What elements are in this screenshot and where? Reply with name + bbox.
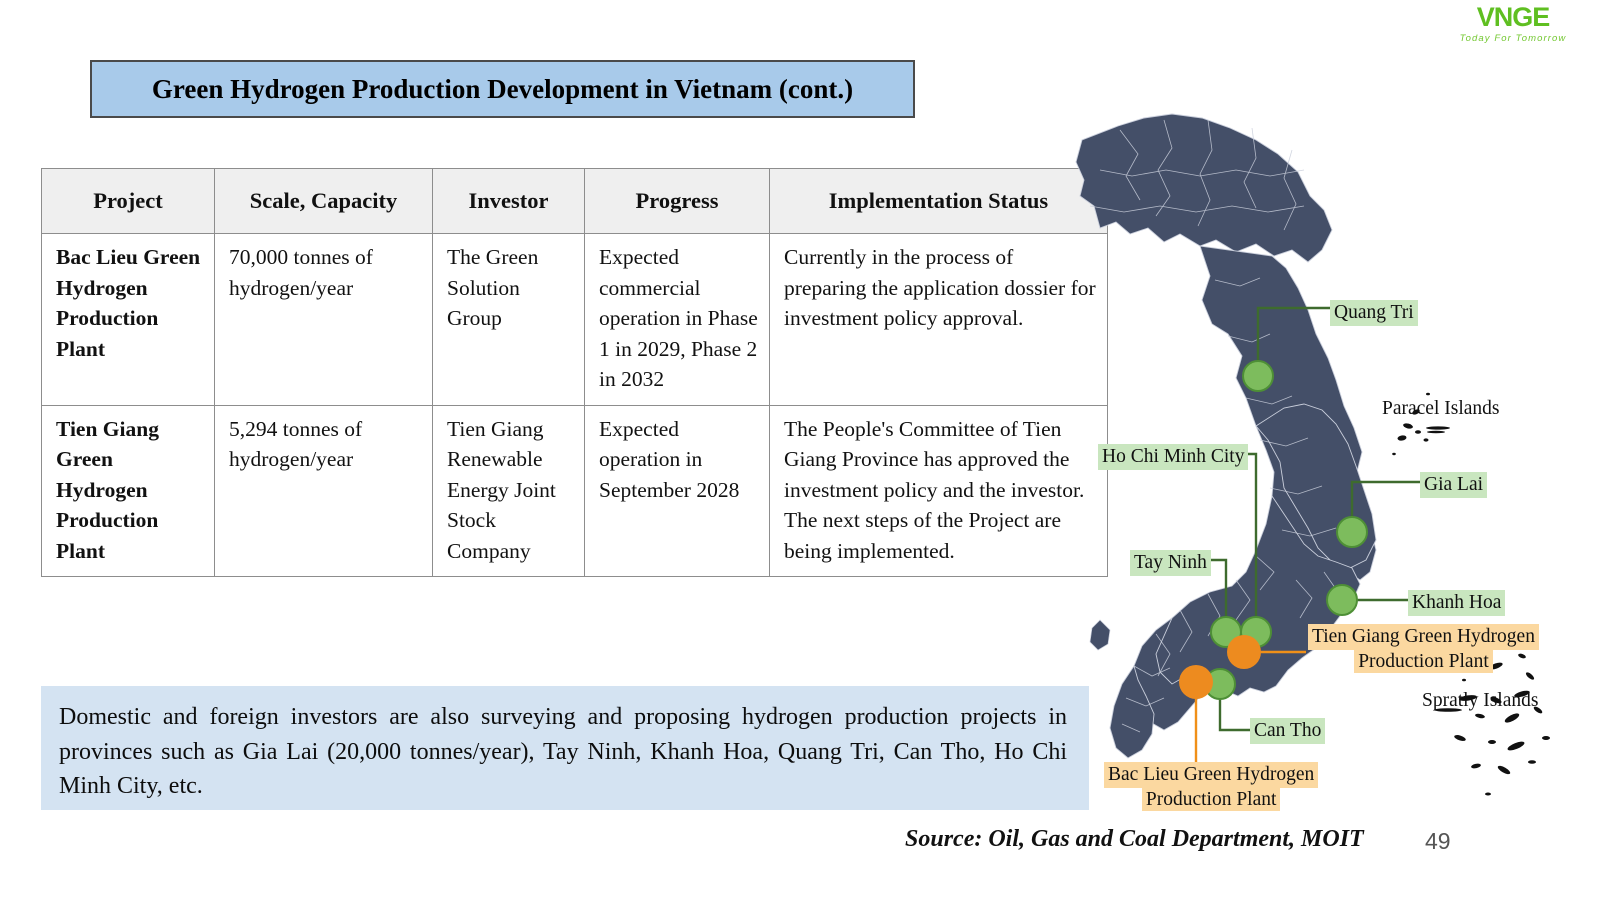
marker-gia-lai (1336, 516, 1368, 548)
map-label-spratly-islands: Spratly Islands (1422, 690, 1539, 711)
source-note: Source: Oil, Gas and Coal Department, MO… (905, 826, 1364, 852)
ca-mau-tip (1109, 664, 1155, 759)
column-header-status: Implementation Status (769, 168, 1108, 234)
cell-status: The People's Committee of Tien Giang Pro… (769, 404, 1108, 578)
logo-tagline: Today For Tomorrow (1459, 33, 1567, 44)
paracel-islands-shape (1392, 392, 1450, 456)
province-borders (1089, 119, 1339, 733)
summary-callout-box: Domestic and foreign investors are also … (41, 686, 1089, 810)
map-label-tien-giang-line1: Tien Giang Green Hydrogen (1308, 624, 1539, 651)
map-label-tien-giang-plant: Tien Giang Green Hydrogen Production Pla… (1308, 624, 1539, 675)
mekong-delta (1129, 616, 1213, 731)
vietnam-map: Quang Tri Paracel Islands Ho Chi Minh Ci… (1060, 110, 1600, 830)
leader-line-gia-lai (1350, 480, 1420, 532)
column-header-scale: Scale, Capacity (214, 168, 433, 234)
slide-title-box: Green Hydrogen Production Development in… (90, 60, 915, 118)
map-label-paracel-islands: Paracel Islands (1382, 398, 1500, 419)
map-label-khanh-hoa: Khanh Hoa (1408, 590, 1506, 617)
map-label-can-tho: Can Tho (1250, 718, 1326, 745)
callout-text: Domestic and foreign investors are also … (59, 704, 1067, 800)
map-label-bac-lieu-line2: Production Plant (1141, 788, 1281, 812)
map-graphic (1075, 113, 1550, 796)
map-label-quang-tri: Quang Tri (1330, 300, 1418, 327)
table-row: Bac Lieu Green Hydrogen Production Plant… (41, 233, 1108, 406)
cell-project: Tien Giang Green Hydrogen Production Pla… (41, 404, 215, 578)
page-title: Green Hydrogen Production Development in… (151, 73, 854, 104)
column-header-investor: Investor (432, 168, 585, 234)
cell-investor: The Green Solution Group (432, 233, 585, 406)
map-label-gia-lai: Gia Lai (1420, 472, 1488, 499)
cell-scale: 5,294 tonnes of hydrogen/year (214, 404, 433, 578)
cell-progress: Expected operation in September 2028 (584, 404, 770, 578)
map-label-tay-ninh: Tay Ninh (1130, 550, 1211, 577)
cell-investor: Tien Giang Renewable Energy Joint Stock … (432, 404, 585, 578)
map-label-bac-lieu-line1: Bac Lieu Green Hydrogen (1104, 762, 1319, 789)
page-number: 49 (1425, 828, 1451, 854)
marker-tien-giang (1227, 635, 1261, 669)
phu-quoc-island (1089, 619, 1111, 651)
projects-table: Project Scale, Capacity Investor Progres… (41, 168, 1108, 578)
column-header-project: Project (41, 168, 215, 234)
company-logo: VNGE Today For Tomorrow (1438, 2, 1588, 56)
map-markers (1179, 360, 1368, 700)
marker-khanh-hoa (1326, 584, 1358, 616)
table-header-row: Project Scale, Capacity Investor Progres… (41, 168, 1108, 234)
cell-project: Bac Lieu Green Hydrogen Production Plant (41, 233, 215, 406)
vietnam-landmass (1075, 113, 1377, 759)
table-row: Tien Giang Green Hydrogen Production Pla… (41, 404, 1108, 578)
cell-status: Currently in the process of preparing th… (769, 233, 1108, 406)
marker-quang-tri (1242, 360, 1274, 392)
map-label-tien-giang-line2: Production Plant (1354, 650, 1493, 674)
spratly-islands-shape (1434, 640, 1550, 796)
cell-progress: Expected commercial operation in Phase 1… (584, 233, 770, 406)
logo-mark: VNGE (1476, 2, 1551, 32)
map-label-ho-chi-minh-city: Ho Chi Minh City (1098, 444, 1249, 471)
map-label-bac-lieu-plant: Bac Lieu Green Hydrogen Production Plant (1104, 762, 1319, 813)
marker-bac-lieu (1179, 665, 1213, 699)
column-header-progress: Progress (584, 168, 770, 234)
leader-line-quang-tri (1256, 306, 1360, 376)
cell-scale: 70,000 tonnes of hydrogen/year (214, 233, 433, 406)
vietnam-mainland-shape (1075, 113, 1333, 263)
